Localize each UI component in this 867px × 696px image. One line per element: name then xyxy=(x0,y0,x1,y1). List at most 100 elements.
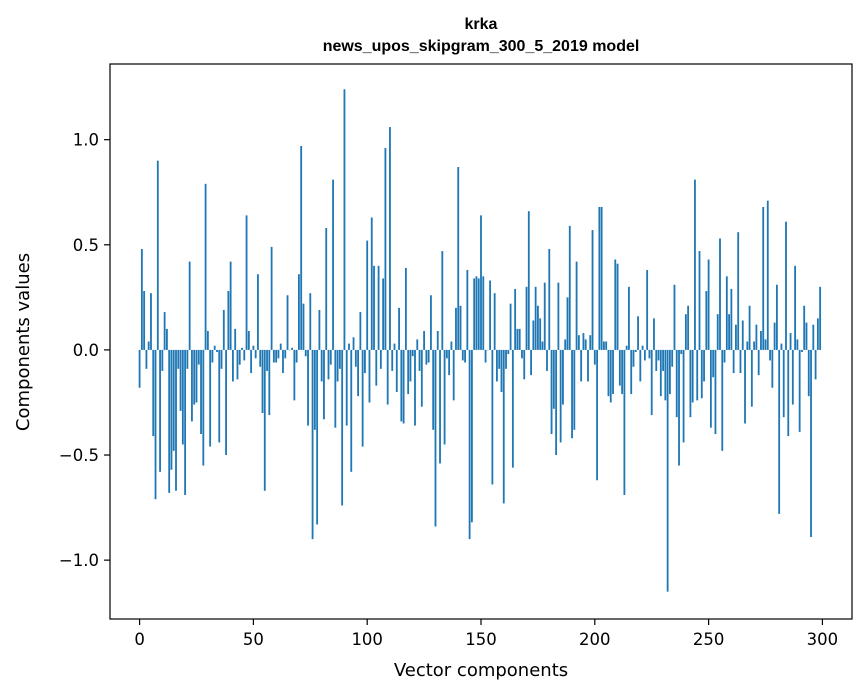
bar xyxy=(678,349,680,466)
bar xyxy=(714,349,717,434)
bar xyxy=(181,349,184,445)
bar xyxy=(245,215,248,350)
bar xyxy=(320,349,323,382)
bar xyxy=(291,347,293,350)
bar xyxy=(272,349,275,363)
bar xyxy=(138,349,141,388)
bar xyxy=(778,349,781,514)
bar xyxy=(669,349,671,395)
bar xyxy=(393,343,396,350)
bar xyxy=(484,349,487,363)
bar xyxy=(655,349,658,371)
bar xyxy=(673,284,676,350)
bar xyxy=(375,349,378,386)
bar xyxy=(439,349,441,464)
bar xyxy=(739,349,742,374)
bar xyxy=(623,349,626,495)
bar xyxy=(707,259,710,350)
bar xyxy=(657,349,660,361)
bar xyxy=(329,349,332,365)
bar xyxy=(473,278,476,350)
bar xyxy=(241,347,243,350)
bar xyxy=(807,349,810,397)
bar xyxy=(530,349,532,376)
x-tick-label: 50 xyxy=(243,630,264,649)
bar xyxy=(475,276,478,350)
bar xyxy=(179,349,182,411)
bar xyxy=(250,349,253,374)
bar xyxy=(691,349,694,403)
bar xyxy=(425,349,428,365)
bar xyxy=(373,265,375,350)
bar xyxy=(625,345,628,350)
bar xyxy=(616,263,619,350)
y-tick-label: 1.0 xyxy=(73,131,99,150)
bar xyxy=(798,349,801,432)
bar xyxy=(364,349,366,374)
bar xyxy=(172,349,175,451)
bar xyxy=(197,349,200,365)
bar xyxy=(664,349,667,401)
bar xyxy=(313,349,316,430)
bar xyxy=(712,349,715,378)
bar xyxy=(284,349,287,359)
bar xyxy=(511,349,514,468)
bar xyxy=(516,328,519,350)
bar xyxy=(514,288,517,350)
bar xyxy=(532,320,535,350)
bar xyxy=(384,148,387,350)
bar xyxy=(209,349,212,447)
bar xyxy=(612,349,614,395)
bar xyxy=(423,330,426,350)
x-axis-label: Vector components xyxy=(394,660,568,681)
bar xyxy=(730,288,733,350)
bar xyxy=(646,270,649,350)
bar xyxy=(409,349,412,382)
bar xyxy=(195,349,198,403)
bar xyxy=(605,341,608,350)
bar xyxy=(368,349,371,403)
bar xyxy=(450,341,453,350)
bar xyxy=(143,291,146,350)
bar xyxy=(700,349,703,399)
bar xyxy=(270,246,273,350)
bar xyxy=(593,349,596,365)
bar xyxy=(696,349,699,401)
bar xyxy=(211,349,214,363)
bar xyxy=(400,349,403,422)
bar xyxy=(236,349,239,380)
bar xyxy=(275,349,278,363)
x-tick-label: 100 xyxy=(351,630,383,649)
bar xyxy=(687,305,690,350)
bar xyxy=(580,349,583,382)
bar xyxy=(361,349,364,447)
bar xyxy=(769,349,771,361)
bar xyxy=(589,335,592,350)
bar xyxy=(206,330,209,350)
bar xyxy=(216,349,218,353)
bar xyxy=(698,251,701,350)
bar xyxy=(584,339,587,350)
bar xyxy=(632,349,635,367)
bar xyxy=(227,291,230,350)
bar xyxy=(737,232,740,350)
bar xyxy=(755,324,758,350)
bar xyxy=(721,349,724,451)
bar xyxy=(186,349,189,369)
bar xyxy=(268,349,271,416)
bar xyxy=(379,349,382,369)
bar xyxy=(225,349,227,456)
bar xyxy=(775,284,778,350)
bar xyxy=(648,349,651,359)
bar xyxy=(165,328,168,350)
bar xyxy=(247,330,250,350)
bar xyxy=(191,349,193,422)
bar xyxy=(725,276,728,350)
bar xyxy=(491,349,494,485)
bar xyxy=(220,349,223,369)
bar xyxy=(175,349,177,491)
bar xyxy=(557,282,560,350)
bar xyxy=(684,314,687,350)
y-tick-label: −1.0 xyxy=(59,551,99,570)
